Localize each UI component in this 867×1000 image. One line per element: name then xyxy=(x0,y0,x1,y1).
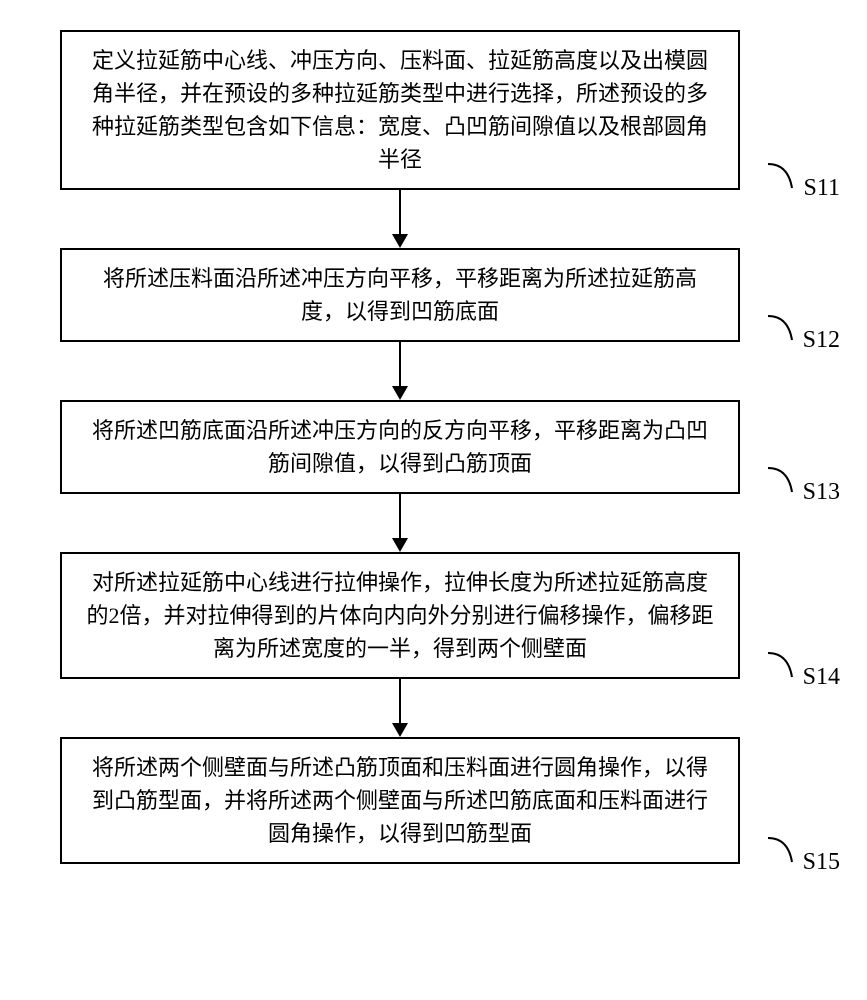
step-label: S13 xyxy=(803,479,840,506)
flow-arrow xyxy=(60,190,740,248)
flowchart-container: 定义拉延筋中心线、冲压方向、压料面、拉延筋高度以及出模圆角半径，并在预设的多种拉… xyxy=(60,30,780,864)
step-label: S15 xyxy=(803,849,840,876)
flow-step: 将所述凹筋底面沿所述冲压方向的反方向平移，平移距离为凸凹筋间隙值，以得到凸筋顶面… xyxy=(60,400,780,494)
step-label: S11 xyxy=(804,175,840,202)
flow-step: 对所述拉延筋中心线进行拉伸操作，拉伸长度为所述拉延筋高度的2倍，并对拉伸得到的片… xyxy=(60,552,780,679)
step-box-s13: 将所述凹筋底面沿所述冲压方向的反方向平移，平移距离为凸凹筋间隙值，以得到凸筋顶面 xyxy=(60,400,740,494)
step-label: S14 xyxy=(803,664,840,691)
step-box-s11: 定义拉延筋中心线、冲压方向、压料面、拉延筋高度以及出模圆角半径，并在预设的多种拉… xyxy=(60,30,740,190)
label-connector xyxy=(768,162,808,192)
step-text: 定义拉延筋中心线、冲压方向、压料面、拉延筋高度以及出模圆角半径，并在预设的多种拉… xyxy=(92,48,708,172)
flow-step: 将所述两个侧壁面与所述凸筋顶面和压料面进行圆角操作，以得到凸筋型面，并将所述两个… xyxy=(60,737,780,864)
step-text: 将所述两个侧壁面与所述凸筋顶面和压料面进行圆角操作，以得到凸筋型面，并将所述两个… xyxy=(82,751,718,850)
step-label: S12 xyxy=(803,327,840,354)
flow-step: 定义拉延筋中心线、冲压方向、压料面、拉延筋高度以及出模圆角半径，并在预设的多种拉… xyxy=(60,30,780,190)
flow-step: 将所述压料面沿所述冲压方向平移，平移距离为所述拉延筋高度，以得到凹筋底面 S12 xyxy=(60,248,780,342)
step-box-s14: 对所述拉延筋中心线进行拉伸操作，拉伸长度为所述拉延筋高度的2倍，并对拉伸得到的片… xyxy=(60,552,740,679)
flow-arrow xyxy=(60,679,740,737)
step-text: 将所述压料面沿所述冲压方向平移，平移距离为所述拉延筋高度，以得到凹筋底面 xyxy=(82,262,718,328)
step-text: 将所述凹筋底面沿所述冲压方向的反方向平移，平移距离为凸凹筋间隙值，以得到凸筋顶面 xyxy=(82,414,718,480)
flow-arrow xyxy=(60,494,740,552)
step-box-s12: 将所述压料面沿所述冲压方向平移，平移距离为所述拉延筋高度，以得到凹筋底面 xyxy=(60,248,740,342)
flow-arrow xyxy=(60,342,740,400)
step-box-s15: 将所述两个侧壁面与所述凸筋顶面和压料面进行圆角操作，以得到凸筋型面，并将所述两个… xyxy=(60,737,740,864)
step-text: 对所述拉延筋中心线进行拉伸操作，拉伸长度为所述拉延筋高度的2倍，并对拉伸得到的片… xyxy=(82,566,718,665)
